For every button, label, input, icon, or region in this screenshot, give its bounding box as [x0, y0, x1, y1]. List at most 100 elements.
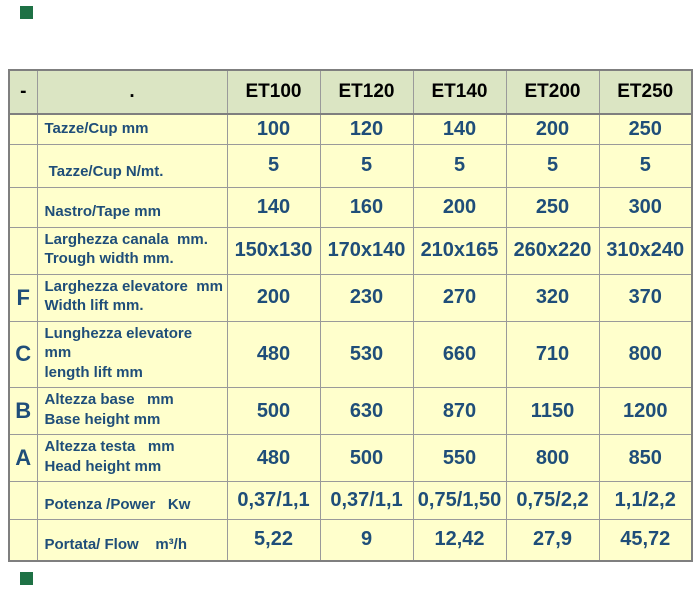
row-letter: F — [8, 273, 38, 322]
value-cell: 310x240 — [598, 226, 693, 275]
row-label-line1: Tazze/Cup mm — [44, 120, 149, 137]
value-cell: 800 — [598, 320, 693, 388]
value-cell: 9 — [319, 519, 414, 561]
value-cell: 1200 — [598, 387, 693, 435]
table-row: Tazze/Cup N/mt. 5 5 5 5 5 — [8, 143, 693, 188]
value-cell: 45,72 — [598, 519, 693, 561]
row-label-line1: Potenza /Power Kw — [44, 495, 191, 513]
value-cell: 5 — [505, 143, 600, 188]
row-label-line2: Base height mm — [44, 410, 161, 428]
value-cell: 140 — [226, 186, 321, 228]
value-cell: 250 — [598, 113, 693, 145]
value-cell: 12,42 — [412, 519, 507, 561]
row-label: Larghezza elevatore mm Width lift mm. — [36, 273, 228, 322]
row-label: Portata/ Flow m³/h — [36, 519, 228, 561]
table-row: F Larghezza elevatore mm Width lift mm. 200… — [8, 273, 693, 322]
row-label-line1: Portata/ Flow m³/h — [44, 536, 188, 553]
row-label: Nastro/Tape mm — [36, 186, 228, 228]
value-cell: 5,22 — [226, 519, 321, 561]
table-row: Nastro/Tape mm 140 160 200 250 300 — [8, 186, 693, 228]
value-cell: 5 — [598, 143, 693, 188]
row-label: Lunghezza elevatore mm length lift mm — [36, 320, 228, 388]
row-label-line2: Head height mm — [44, 457, 162, 475]
row-label-line1: Tazze/Cup N/mt. — [44, 163, 164, 180]
row-label-line1: Lunghezza elevatore mm — [44, 324, 205, 362]
row-letter: B — [8, 387, 38, 435]
row-letter — [8, 143, 38, 188]
value-cell: 0,75/1,50 — [412, 481, 507, 520]
table-body: Tazze/Cup mm 100 120 140 200 250 Tazze/Cup N/… — [8, 113, 693, 561]
row-label-line2: Trough width mm. — [44, 250, 174, 267]
green-square-marker-top-icon — [20, 6, 33, 19]
value-cell: 1,1/2,2 — [598, 481, 693, 520]
value-cell: 230 — [319, 273, 414, 322]
value-cell: 630 — [319, 387, 414, 435]
row-letter — [8, 186, 38, 228]
spec-table: - . ET100 ET120 ET140 ET200 ET250 Tazze/… — [8, 69, 693, 562]
value-cell: 1150 — [505, 387, 600, 435]
header-cell-et140: ET140 — [412, 69, 507, 115]
row-label-line1: Larghezza elevatore mm — [44, 277, 223, 295]
value-cell: 500 — [226, 387, 321, 435]
value-cell: 160 — [319, 186, 414, 228]
value-cell: 5 — [319, 143, 414, 188]
value-cell: 140 — [412, 113, 507, 145]
value-cell: 0,37/1,1 — [226, 481, 321, 520]
value-cell: 0,37/1,1 — [319, 481, 414, 520]
value-cell: 300 — [598, 186, 693, 228]
value-cell: 170x140 — [319, 226, 414, 275]
row-label: Altezza base mm Base height mm — [36, 387, 228, 435]
header-cell-dash: - — [8, 69, 38, 115]
row-letter: C — [8, 320, 38, 388]
value-cell: 270 — [412, 273, 507, 322]
row-letter — [8, 226, 38, 275]
row-label: Potenza /Power Kw — [36, 481, 228, 520]
value-cell: 550 — [412, 434, 507, 482]
value-cell: 800 — [505, 434, 600, 482]
value-cell: 150x130 — [226, 226, 321, 275]
value-cell: 250 — [505, 186, 600, 228]
value-cell: 5 — [226, 143, 321, 188]
row-label-line2: Width lift mm. — [44, 297, 144, 314]
row-label: Tazze/Cup N/mt. — [36, 143, 228, 188]
row-label-line1: Altezza base mm — [44, 391, 174, 408]
value-cell: 5 — [412, 143, 507, 188]
table-row: B Altezza base mm Base height mm 500 630 870 1… — [8, 387, 693, 435]
row-letter — [8, 481, 38, 520]
value-cell: 530 — [319, 320, 414, 388]
value-cell: 500 — [319, 434, 414, 482]
value-cell: 260x220 — [505, 226, 600, 275]
header-cell-dot: . — [36, 69, 228, 115]
table-row: Portata/ Flow m³/h 5,22 9 12,42 27,9 45,72 — [8, 519, 693, 561]
value-cell: 870 — [412, 387, 507, 435]
value-cell: 100 — [226, 113, 321, 145]
value-cell: 0,75/2,2 — [505, 481, 600, 520]
value-cell: 210x165 — [412, 226, 507, 275]
value-cell: 200 — [505, 113, 600, 145]
row-label: Tazze/Cup mm — [36, 113, 228, 145]
table-row: Tazze/Cup mm 100 120 140 200 250 — [8, 113, 693, 145]
value-cell: 320 — [505, 273, 600, 322]
header-cell-et100: ET100 — [226, 69, 321, 115]
row-label-line1: Larghezza canala mm. — [44, 230, 208, 248]
header-cell-et200: ET200 — [505, 69, 600, 115]
table-row: A Altezza testa mm Head height mm 480 500 550… — [8, 434, 693, 482]
value-cell: 850 — [598, 434, 693, 482]
value-cell: 480 — [226, 320, 321, 388]
table-row: C Lunghezza elevatore mm length lift mm 480… — [8, 320, 693, 388]
row-label-line2: length lift mm — [44, 363, 143, 381]
value-cell: 660 — [412, 320, 507, 388]
header-cell-et120: ET120 — [319, 69, 414, 115]
value-cell: 200 — [226, 273, 321, 322]
row-label-line1: Nastro/Tape mm — [44, 203, 161, 220]
value-cell: 27,9 — [505, 519, 600, 561]
value-cell: 120 — [319, 113, 414, 145]
header-cell-et250: ET250 — [598, 69, 693, 115]
row-label: Larghezza canala mm. Trough width mm. — [36, 226, 228, 275]
table-row: Potenza /Power Kw 0,37/1,1 0,37/1,1 0,75/1,… — [8, 481, 693, 520]
header-row: - . ET100 ET120 ET140 ET200 ET250 — [8, 69, 693, 115]
row-label-line1: Altezza testa mm — [44, 438, 175, 455]
value-cell: 710 — [505, 320, 600, 388]
row-label: Altezza testa mm Head height mm — [36, 434, 228, 482]
